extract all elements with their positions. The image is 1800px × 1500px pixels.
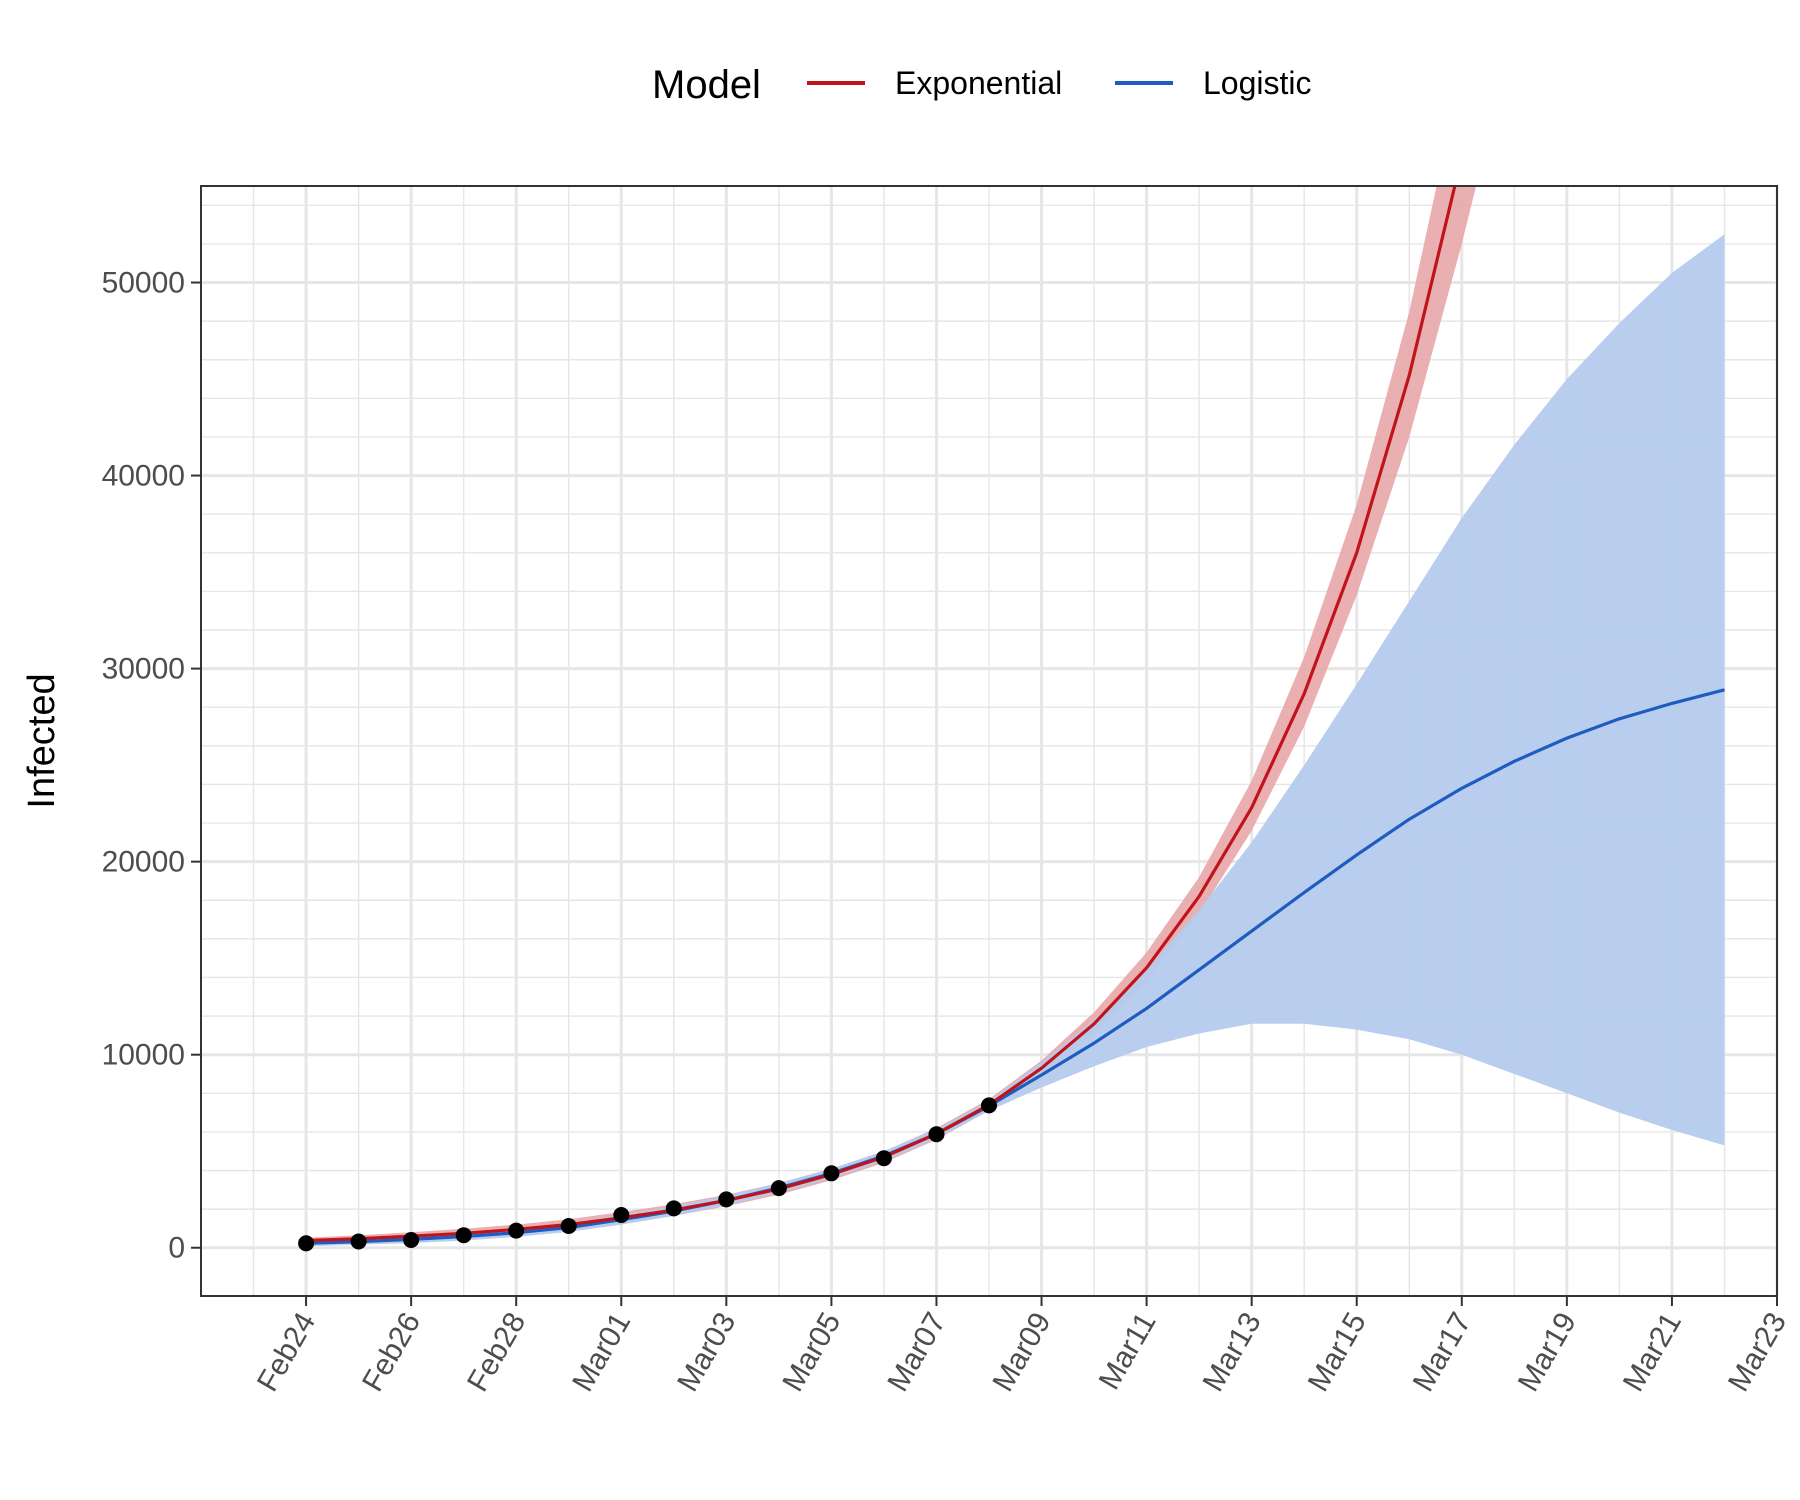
band-logistic bbox=[306, 234, 1725, 1247]
y-tick-label: 20000 bbox=[102, 846, 185, 879]
observed-point bbox=[560, 1218, 577, 1234]
observed-points bbox=[298, 1097, 997, 1252]
confidence-bands bbox=[306, 186, 1725, 1247]
y-tick-label: 30000 bbox=[102, 653, 185, 686]
observed-point bbox=[403, 1232, 420, 1248]
legend-title: Model bbox=[652, 63, 761, 107]
observed-point bbox=[981, 1097, 997, 1114]
observed-point bbox=[665, 1200, 682, 1217]
observed-point bbox=[613, 1207, 630, 1223]
legend-label-exponential: Exponential bbox=[895, 65, 1062, 101]
observed-point bbox=[718, 1191, 735, 1208]
line-logistic bbox=[306, 688, 1725, 1245]
y-axis: 0 10000 20000 30000 40000 50000 bbox=[102, 267, 201, 1265]
observed-point bbox=[508, 1222, 525, 1239]
panel-border bbox=[200, 185, 1778, 1297]
legend-label-logistic: Logistic bbox=[1203, 65, 1312, 101]
observed-point bbox=[350, 1233, 367, 1250]
y-tick-label: 50000 bbox=[102, 267, 185, 300]
observed-point bbox=[928, 1126, 945, 1143]
observed-point bbox=[770, 1180, 787, 1197]
observed-point bbox=[455, 1227, 472, 1244]
y-tick-label: 40000 bbox=[102, 460, 185, 493]
plot-panel bbox=[200, 185, 1779, 1297]
observed-point bbox=[298, 1235, 315, 1252]
observed-point bbox=[823, 1165, 840, 1182]
line-exponential bbox=[306, 186, 1457, 1243]
series-lines bbox=[306, 186, 1725, 1245]
y-tick-label: 10000 bbox=[102, 1039, 185, 1072]
y-axis-title: Infected bbox=[21, 673, 63, 808]
y-tick-label: 0 bbox=[168, 1232, 185, 1265]
observed-point bbox=[875, 1150, 892, 1167]
legend: Model Exponential Logistic bbox=[652, 63, 1312, 107]
